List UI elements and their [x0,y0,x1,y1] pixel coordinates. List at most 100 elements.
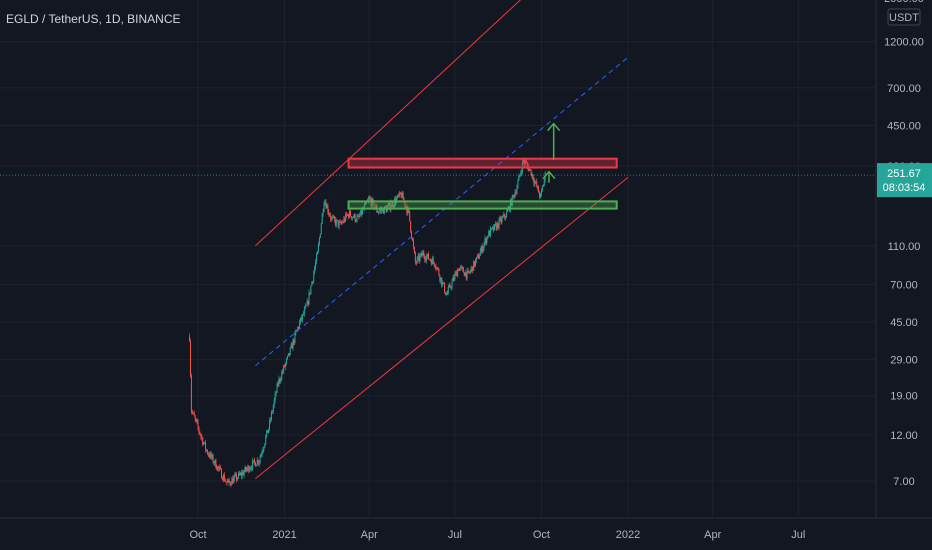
candle-body [389,202,391,210]
candle-body [348,211,350,218]
candle-body [316,251,318,255]
price-tick-label: 7.00 [893,476,914,488]
candle-body [229,481,231,485]
candle-body [491,228,493,229]
candle-body [275,392,277,394]
support-zone [347,200,618,210]
candle-body [267,430,269,433]
candle-body [455,271,457,275]
candle-body [372,199,374,201]
candle-body [269,419,271,421]
candle-body [222,475,224,480]
candle-body [435,266,437,269]
candle-body [520,172,522,176]
candle-body [485,238,487,244]
candle-body [483,243,485,248]
symbol-title[interactable]: EGLD / TetherUS, 1D, BINANCE [6,12,181,26]
candle-body [467,270,469,272]
candle-body [517,181,519,188]
candle-body [324,202,326,204]
candle-body [444,292,446,295]
candle-body [497,223,499,228]
candle-body [305,305,307,307]
price-tick-label: 2000.00 [884,0,924,5]
candle-body [199,431,201,435]
candle-body [237,477,239,480]
candle-body [253,459,255,463]
candle-body [241,472,243,476]
candle-body [428,259,430,261]
candle-body [431,258,433,265]
candle-body [424,256,426,260]
candle-body [218,466,220,469]
candle-body [298,327,300,328]
candle-body [343,218,345,223]
candle-body [329,213,331,216]
candle-body [393,205,395,207]
candle-body [198,427,200,432]
candle-body [373,200,375,209]
candle-body [448,284,450,288]
candle-body [533,179,535,184]
candle-body [200,434,202,437]
candle-body [460,266,462,269]
candle-body [311,281,313,286]
candle-body [414,252,416,263]
candle-body [313,272,315,282]
candle-body [382,208,384,214]
candle-body [464,272,466,276]
candle-body [450,287,452,289]
time-tick-label: Jul [791,529,805,541]
candle-body [498,219,500,228]
candle-body [518,175,520,182]
candle-body [337,220,339,227]
bar-countdown: 08:03:54 [883,182,926,194]
candle-body [302,313,304,315]
candle-body [371,199,373,206]
candle-body [481,246,483,252]
candle-body [480,246,482,252]
candle-body [367,199,369,201]
candle-body [468,271,470,273]
candle-body [523,159,525,164]
price-tick-label: 70.00 [890,279,918,291]
candle-body [284,365,286,367]
candle-body [438,269,440,276]
price-axis-panel[interactable] [876,0,932,518]
candle-body [488,231,490,238]
candle-body [501,217,503,223]
currency-badge[interactable]: USDT [887,8,921,26]
grid [0,0,876,518]
candle-body [323,203,325,212]
candle-body [327,205,329,213]
candle-body [334,219,336,225]
candle-body [276,383,278,393]
candle-body [237,473,239,478]
candle-body [539,192,541,197]
candle-body [507,209,509,213]
candle-body [317,244,319,252]
candle-body [207,453,209,455]
candle-body [404,201,406,207]
candle-body [352,217,354,218]
candle-body [242,472,244,476]
candle-body [462,267,464,273]
candle-body [436,267,438,269]
candle-body [504,214,506,218]
candle-body [278,378,280,385]
candle-body [378,212,380,213]
candle-body [357,216,359,218]
candle-body [423,252,425,257]
candle-body [192,412,194,414]
time-axis-panel[interactable] [0,518,932,550]
candle-body [315,262,317,268]
candle-body [348,214,350,218]
candle-body [243,471,245,476]
candle-body [482,247,484,252]
price-tick-label: 12.00 [890,430,918,442]
current-price-tag: 251.67 08:03:54 [877,163,932,198]
candle-body [457,269,459,277]
candle-body [277,383,279,385]
candle-body [453,277,455,280]
